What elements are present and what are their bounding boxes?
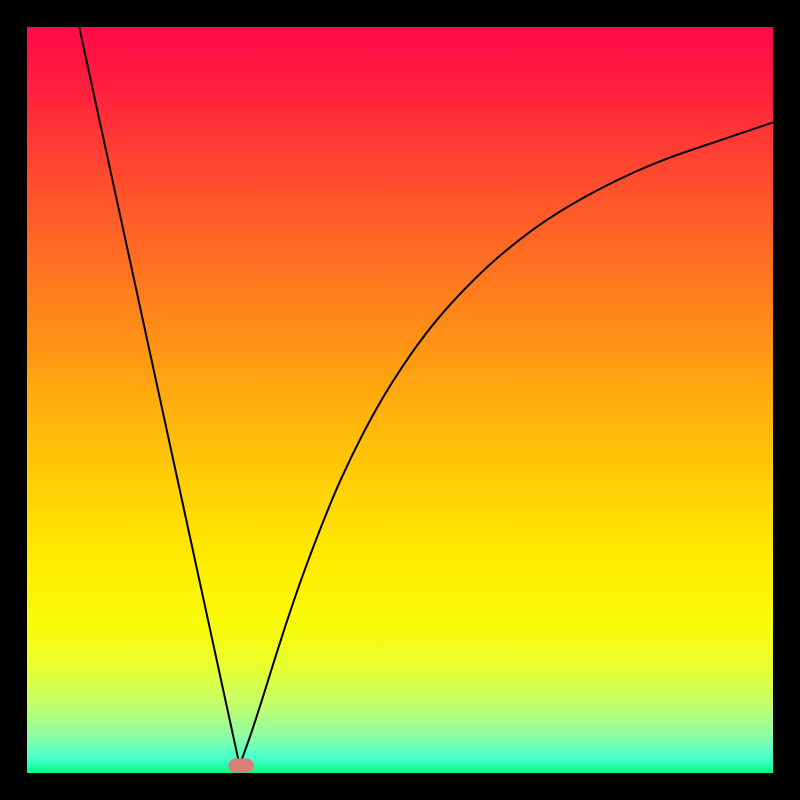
plot-area [27,27,773,773]
curve-right [240,122,773,765]
curve-left-line [79,27,239,766]
dip-marker [228,758,253,772]
plot-svg [27,27,773,773]
figure-frame: TheBottleneck.com [0,0,800,800]
